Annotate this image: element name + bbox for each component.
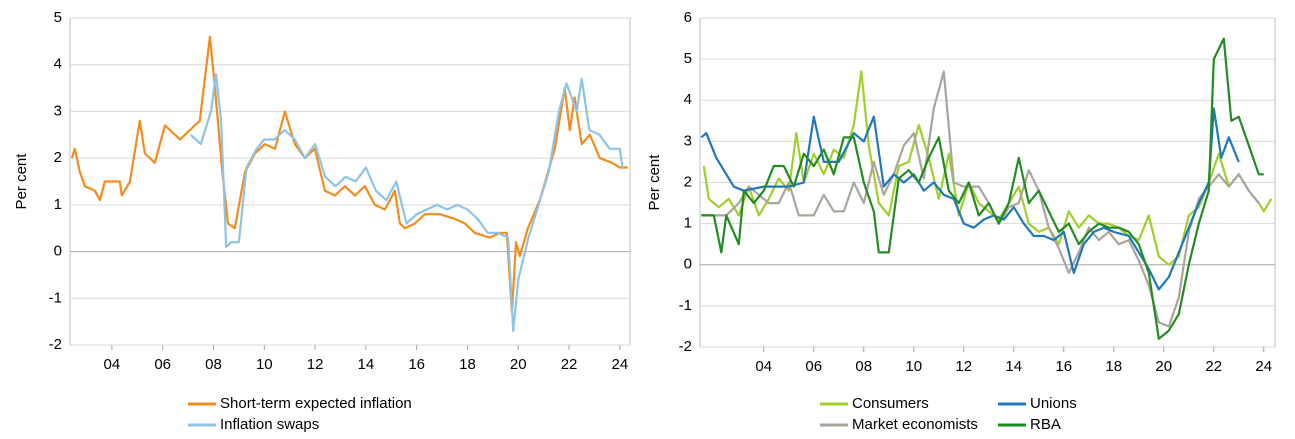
- x-tick-label: 06: [805, 358, 822, 375]
- x-tick-label: 10: [905, 358, 922, 375]
- legend-label: RBA: [1030, 416, 1061, 433]
- y-tick-label: 0: [684, 256, 692, 273]
- y-tick-label: 2: [684, 173, 692, 190]
- y-tick-label: -1: [49, 289, 62, 306]
- y-tick-label: -2: [679, 338, 692, 355]
- x-tick-label: 24: [1255, 358, 1272, 375]
- x-tick-label: 24: [611, 356, 628, 373]
- y-tick-label: 5: [684, 50, 692, 67]
- x-tick-label: 16: [408, 356, 425, 373]
- x-tick-label: 14: [358, 356, 375, 373]
- y-tick-label: 3: [54, 102, 62, 119]
- series-line: [701, 37, 1264, 340]
- y-tick-label: 4: [54, 56, 62, 73]
- y-tick-label: 5: [54, 9, 62, 26]
- legend-label: Consumers: [852, 395, 929, 412]
- x-tick-label: 22: [561, 356, 578, 373]
- x-tick-label: 18: [459, 356, 476, 373]
- x-tick-label: 12: [307, 356, 324, 373]
- x-tick-label: 20: [1155, 358, 1172, 375]
- y-tick-label: -1: [679, 297, 692, 314]
- x-tick-label: 12: [955, 358, 972, 375]
- legend-label: Market economists: [852, 416, 978, 433]
- legend-label: Unions: [1030, 395, 1077, 412]
- series-line: [189, 73, 624, 333]
- y-tick-label: 1: [54, 196, 62, 213]
- y-axis-label: Per cent: [13, 153, 30, 210]
- x-tick-label: 08: [205, 356, 222, 373]
- y-tick-label: 6: [684, 9, 692, 26]
- legend-label: Inflation swaps: [220, 416, 319, 433]
- y-axis-label: Per cent: [646, 154, 663, 211]
- y-tick-label: 0: [54, 243, 62, 260]
- x-tick-label: 14: [1005, 358, 1022, 375]
- y-tick-label: 2: [54, 149, 62, 166]
- y-tick-label: -2: [49, 336, 62, 353]
- series-line: [701, 70, 1260, 328]
- x-tick-label: 22: [1205, 358, 1222, 375]
- x-tick-label: 08: [855, 358, 872, 375]
- x-tick-label: 04: [755, 358, 772, 375]
- y-tick-label: 4: [684, 91, 692, 108]
- x-tick-label: 16: [1055, 358, 1072, 375]
- y-tick-label: 1: [684, 215, 692, 232]
- x-tick-label: 04: [104, 356, 121, 373]
- x-tick-label: 06: [154, 356, 171, 373]
- series-line: [70, 35, 628, 314]
- x-tick-label: 18: [1105, 358, 1122, 375]
- x-tick-label: 20: [510, 356, 527, 373]
- series-line: [700, 107, 1240, 291]
- x-tick-label: 10: [256, 356, 273, 373]
- y-tick-label: 3: [684, 132, 692, 149]
- legend-label: Short-term expected inflation: [220, 395, 412, 412]
